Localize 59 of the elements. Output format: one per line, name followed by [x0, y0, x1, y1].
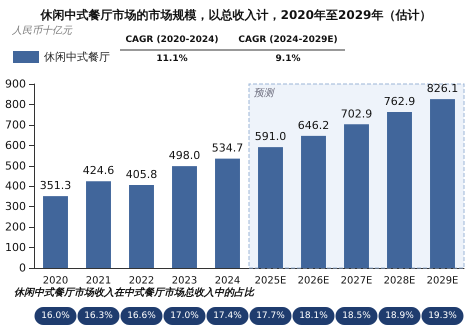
y-tick-label: 600 [5, 138, 26, 152]
x-tick-label: 2024 [214, 276, 240, 286]
band-label: 预测 [254, 87, 276, 99]
x-tick-label: 2028E [384, 276, 416, 286]
x-tick-label: 2020 [42, 276, 68, 286]
bar [301, 136, 326, 268]
bar [86, 181, 111, 268]
text: 762.9 [384, 95, 416, 108]
text: CAGR (2024-2029E) [238, 35, 338, 45]
x-tick-label: 2027E [340, 276, 372, 286]
x-tick-label: 2029E [426, 276, 458, 286]
bar [344, 124, 369, 268]
legend-label: 休闲中式餐厅 [44, 50, 110, 64]
text: 702.9 [340, 107, 372, 120]
text: 16.0% [41, 311, 70, 321]
text: 18.9% [385, 311, 414, 321]
y-tick-label: 500 [5, 159, 26, 172]
text: 休闲中式餐厅市场收入在中式餐厅市场总收入中的占比 [14, 286, 255, 298]
bar [258, 147, 283, 268]
y-tick-label: 400 [5, 180, 26, 193]
text: 17.0% [170, 311, 200, 321]
y-tick-label: 700 [5, 118, 26, 132]
text: 591.0 [254, 130, 286, 144]
y-tick-label: 800 [5, 98, 26, 111]
bar [129, 185, 154, 268]
text: 16.3% [84, 311, 114, 321]
y-tick-label: 300 [5, 200, 26, 214]
text: 11.1% [156, 54, 188, 64]
bar [43, 196, 68, 268]
text: 424.6 [82, 164, 114, 178]
x-tick-label: 2026E [298, 276, 330, 286]
text: 17.7% [256, 311, 286, 321]
text: 646.2 [298, 118, 330, 132]
chart-title: 休闲中式餐厅市场的市场规模，以总收入计，2020年至2029年（估计） [40, 8, 432, 22]
y-tick-label: 0 [19, 262, 26, 274]
bar [215, 158, 240, 268]
text: 826.1 [426, 82, 458, 96]
y-tick-label: 900 [5, 78, 26, 90]
x-tick-label: 2023 [172, 276, 198, 286]
text: 18.1% [299, 311, 328, 321]
bar [172, 166, 197, 268]
text: 17.4% [213, 311, 242, 321]
text: 16.6% [127, 311, 156, 321]
bar [430, 99, 455, 268]
x-tick-label: 2025E [254, 276, 286, 286]
text: 18.5% [342, 311, 372, 321]
text: 19.3% [428, 311, 458, 321]
text: 534.7 [212, 142, 244, 155]
text: CAGR (2020-2024) [125, 35, 219, 45]
y-tick-label: 200 [5, 220, 26, 234]
text: 9.1% [276, 54, 300, 64]
text: 498.0 [168, 149, 200, 162]
bar [387, 112, 412, 268]
text: 405.8 [126, 168, 158, 182]
x-tick-label: 2021 [86, 276, 112, 286]
x-tick-label: 2022 [128, 276, 154, 286]
text: 351.3 [40, 179, 72, 192]
y-tick-label: 100 [5, 241, 26, 254]
y-axis-title: 人民币十亿元 [11, 24, 73, 36]
